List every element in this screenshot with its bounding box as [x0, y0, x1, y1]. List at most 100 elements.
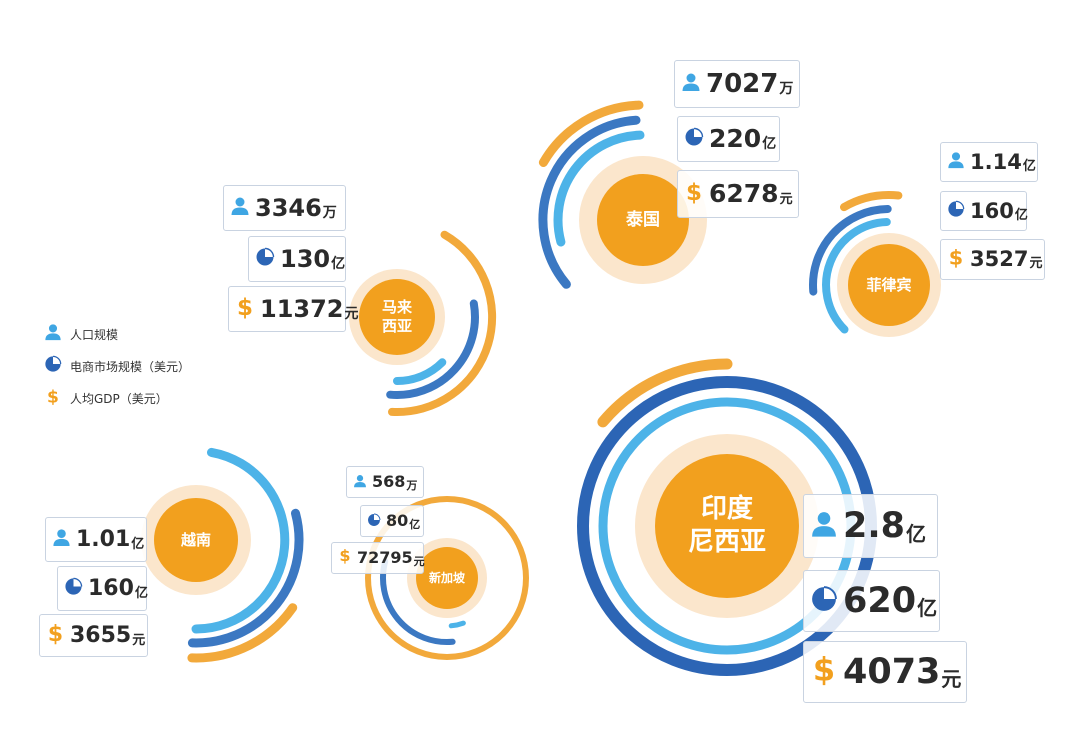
person-icon [681, 72, 701, 96]
indonesia-population-stat: 2.8 亿 [803, 494, 938, 558]
svg-text:$: $ [686, 181, 702, 204]
pie-chart-icon [255, 247, 275, 271]
person-icon [810, 510, 838, 542]
indonesia-name: 印度 尼西亚 [655, 454, 799, 598]
vietnam-ecommerce-ring [187, 508, 304, 648]
country-name-line: 菲律宾 [866, 275, 912, 294]
stat-value: 220 [709, 124, 762, 153]
singapore-ecommerce-stat: 80 亿 [360, 505, 424, 537]
legend-label: 人均GDP（美元） [70, 391, 168, 406]
person-icon [947, 151, 965, 173]
stat-unit: 万 [322, 205, 337, 221]
stat-value: 4073 [843, 652, 941, 692]
thailand-ecommerce-ring [538, 115, 641, 289]
stat-unit: 亿 [762, 136, 777, 152]
dollar-icon: $ [46, 622, 65, 649]
person-icon [230, 196, 250, 220]
thailand-ecommerce-stat: 220 亿 [677, 116, 780, 162]
legend-item-ecommerce: 电商市场规模（美元） [44, 350, 190, 382]
pie-chart-icon [684, 127, 704, 151]
svg-text:$: $ [237, 296, 253, 319]
svg-text:$: $ [339, 548, 350, 564]
philippines-name: 菲律宾 [848, 244, 930, 326]
stat-value: 160 [970, 199, 1014, 223]
dollar-icon: $ [810, 650, 838, 690]
stat-value: 72795 [357, 548, 413, 567]
singapore-population-stat: 568 万 [346, 466, 424, 498]
stat-unit: 亿 [409, 518, 421, 531]
philippines-population-ring [822, 218, 891, 334]
person-icon [52, 528, 71, 551]
stat-unit: 元 [132, 633, 146, 648]
vietnam-gdp-ring [187, 603, 298, 663]
country-name-line: 印度 [700, 494, 753, 524]
country-name-line: 越南 [180, 530, 211, 549]
dollar-icon: $ [235, 295, 255, 323]
svg-text:$: $ [47, 387, 59, 405]
indonesia-gdp-ring [597, 358, 733, 428]
legend-label: 电商市场规模（美元） [70, 359, 191, 374]
philippines-ecommerce-stat: 160 亿 [940, 191, 1028, 231]
thailand-gdp-ring [538, 100, 644, 167]
stat-value: 3527 [970, 247, 1029, 271]
thailand-gdp-stat: $6278 元 [677, 170, 799, 218]
country-name-line: 马来 [381, 298, 412, 316]
legend-item-population: 人口规模 [44, 318, 190, 350]
svg-text:$: $ [48, 623, 63, 645]
country-name-line: 尼西亚 [687, 527, 766, 557]
thailand-population-ring [553, 130, 645, 247]
malaysia-population-ring [393, 358, 447, 386]
dollar-icon: $ [338, 546, 352, 568]
legend: 人口规模 电商市场规模（美元） $ 人均GDP（美元） [44, 318, 190, 414]
singapore-ecommerce-ring [380, 558, 456, 646]
stat-unit: 万 [406, 479, 418, 492]
stat-unit: 元 [344, 306, 359, 322]
stat-value: 80 [386, 511, 409, 530]
stat-unit: 元 [1029, 256, 1043, 271]
stat-unit: 亿 [131, 537, 145, 552]
dollar-icon: $ [684, 180, 704, 208]
stat-unit: 万 [779, 81, 794, 97]
philippines-population-stat: 1.14 亿 [940, 142, 1038, 182]
person-icon [353, 473, 367, 492]
stat-value: 620 [843, 581, 917, 621]
indonesia-gdp-stat: $4073 元 [803, 641, 967, 703]
dollar-icon: $ [44, 387, 62, 409]
pie-chart-icon [810, 585, 838, 617]
malaysia-name: 马来 西亚 [359, 279, 435, 355]
malaysia-gdp-ring [388, 230, 497, 416]
stat-value: 1.01 [76, 527, 131, 552]
legend-item-gdp: $ 人均GDP（美元） [44, 382, 190, 414]
malaysia-ecommerce-stat: 130 亿 [248, 236, 346, 282]
stat-value: 568 [372, 472, 406, 491]
stat-value: 160 [88, 576, 134, 601]
singapore-name: 新加坡 [416, 547, 478, 609]
stat-value: 1.14 [970, 150, 1022, 174]
pie-chart-icon [947, 200, 965, 222]
stat-unit: 亿 [906, 522, 927, 546]
person-icon [44, 323, 62, 345]
thailand-population-stat: 7027 万 [674, 60, 800, 108]
vietnam-gdp-stat: $3655 元 [39, 614, 148, 657]
malaysia-gdp-stat: $11372 元 [228, 286, 359, 332]
pie-chart-icon [44, 355, 62, 377]
singapore-population-ring [448, 620, 466, 629]
stat-unit: 亿 [331, 256, 346, 272]
stat-unit: 亿 [1022, 159, 1036, 174]
stat-unit: 亿 [134, 586, 148, 601]
country-name-line: 西亚 [381, 317, 412, 335]
country-name-line: 新加坡 [428, 570, 465, 585]
stat-unit: 亿 [1014, 208, 1028, 223]
vietnam-population-ring [191, 447, 290, 634]
stat-value: 3655 [70, 623, 132, 648]
stat-value: 3346 [255, 194, 322, 222]
country-name-line: 泰国 [626, 209, 660, 230]
vietnam-population-stat: 1.01 亿 [45, 517, 147, 562]
philippines-ecommerce-ring [809, 205, 892, 296]
thailand-name: 泰国 [597, 174, 689, 266]
vietnam-name: 越南 [154, 498, 238, 582]
vietnam-ecommerce-stat: 160 亿 [57, 566, 148, 611]
pie-chart-icon [367, 512, 381, 531]
stat-unit: 亿 [917, 596, 938, 620]
